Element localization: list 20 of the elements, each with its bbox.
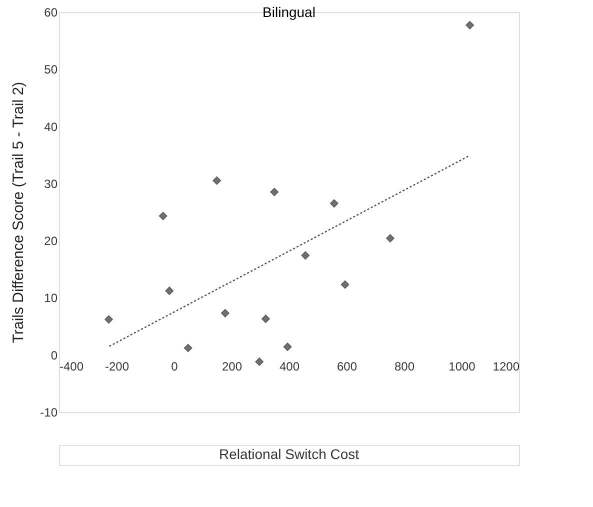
x-tick-label: 200 xyxy=(222,359,242,374)
x-tick-label: 400 xyxy=(279,359,300,374)
x-tick-label: 800 xyxy=(394,359,415,374)
x-tick-label: -400 xyxy=(60,359,84,374)
x-tick-label: 1200 xyxy=(492,359,520,374)
y-axis-title: Trails Difference Score (Trail 5 - Trail 2) xyxy=(10,82,28,344)
x-tick-label: -200 xyxy=(104,359,130,374)
y-tick-label: 40 xyxy=(44,120,58,134)
y-tick-label: 30 xyxy=(44,176,58,191)
x-tick-label: 0 xyxy=(171,359,178,374)
y-tick-label: 0 xyxy=(50,348,58,362)
x-tick-label: 600 xyxy=(336,359,358,374)
y-tick-label: 20 xyxy=(44,234,58,248)
chart-title: Bilingual xyxy=(262,4,316,20)
x-tick-label: 1000 xyxy=(448,359,476,374)
y-tick-label: 10 xyxy=(44,291,58,306)
y-tick-label: 60 xyxy=(44,6,58,20)
x-axis-title: Relational Switch Cost xyxy=(218,446,360,462)
y-tick-label: -10 xyxy=(40,406,58,420)
y-tick-label: 50 xyxy=(44,62,58,77)
